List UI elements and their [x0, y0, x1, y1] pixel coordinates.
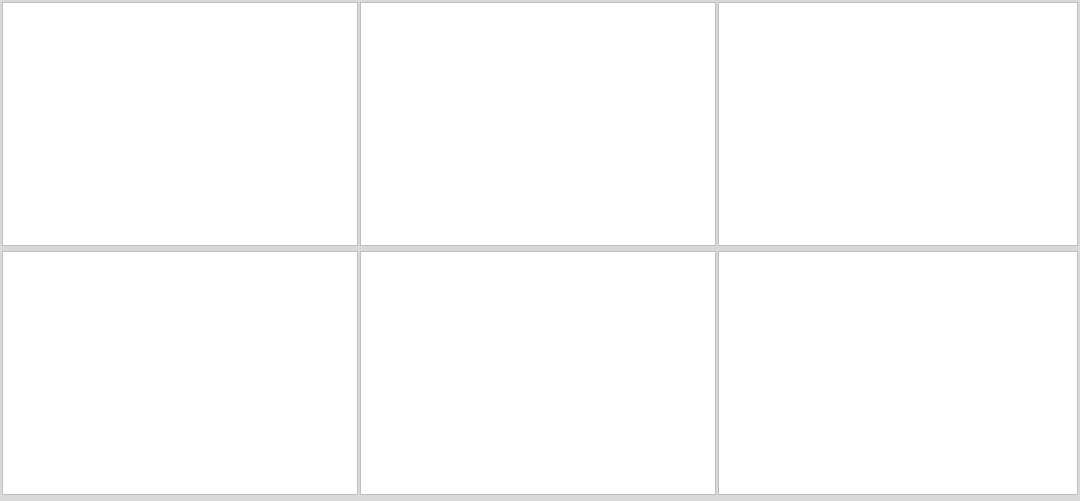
chart-panel-south-china-port: [360, 251, 716, 495]
chart-panel-shandong-plant: [2, 2, 358, 246]
chart-panel-south-china-plant: [718, 2, 1078, 246]
chart-panel-east-china-plant: [360, 2, 716, 246]
chart-panel-east-china-port: [2, 251, 358, 495]
chart-panel-shandong-port: [718, 251, 1078, 495]
